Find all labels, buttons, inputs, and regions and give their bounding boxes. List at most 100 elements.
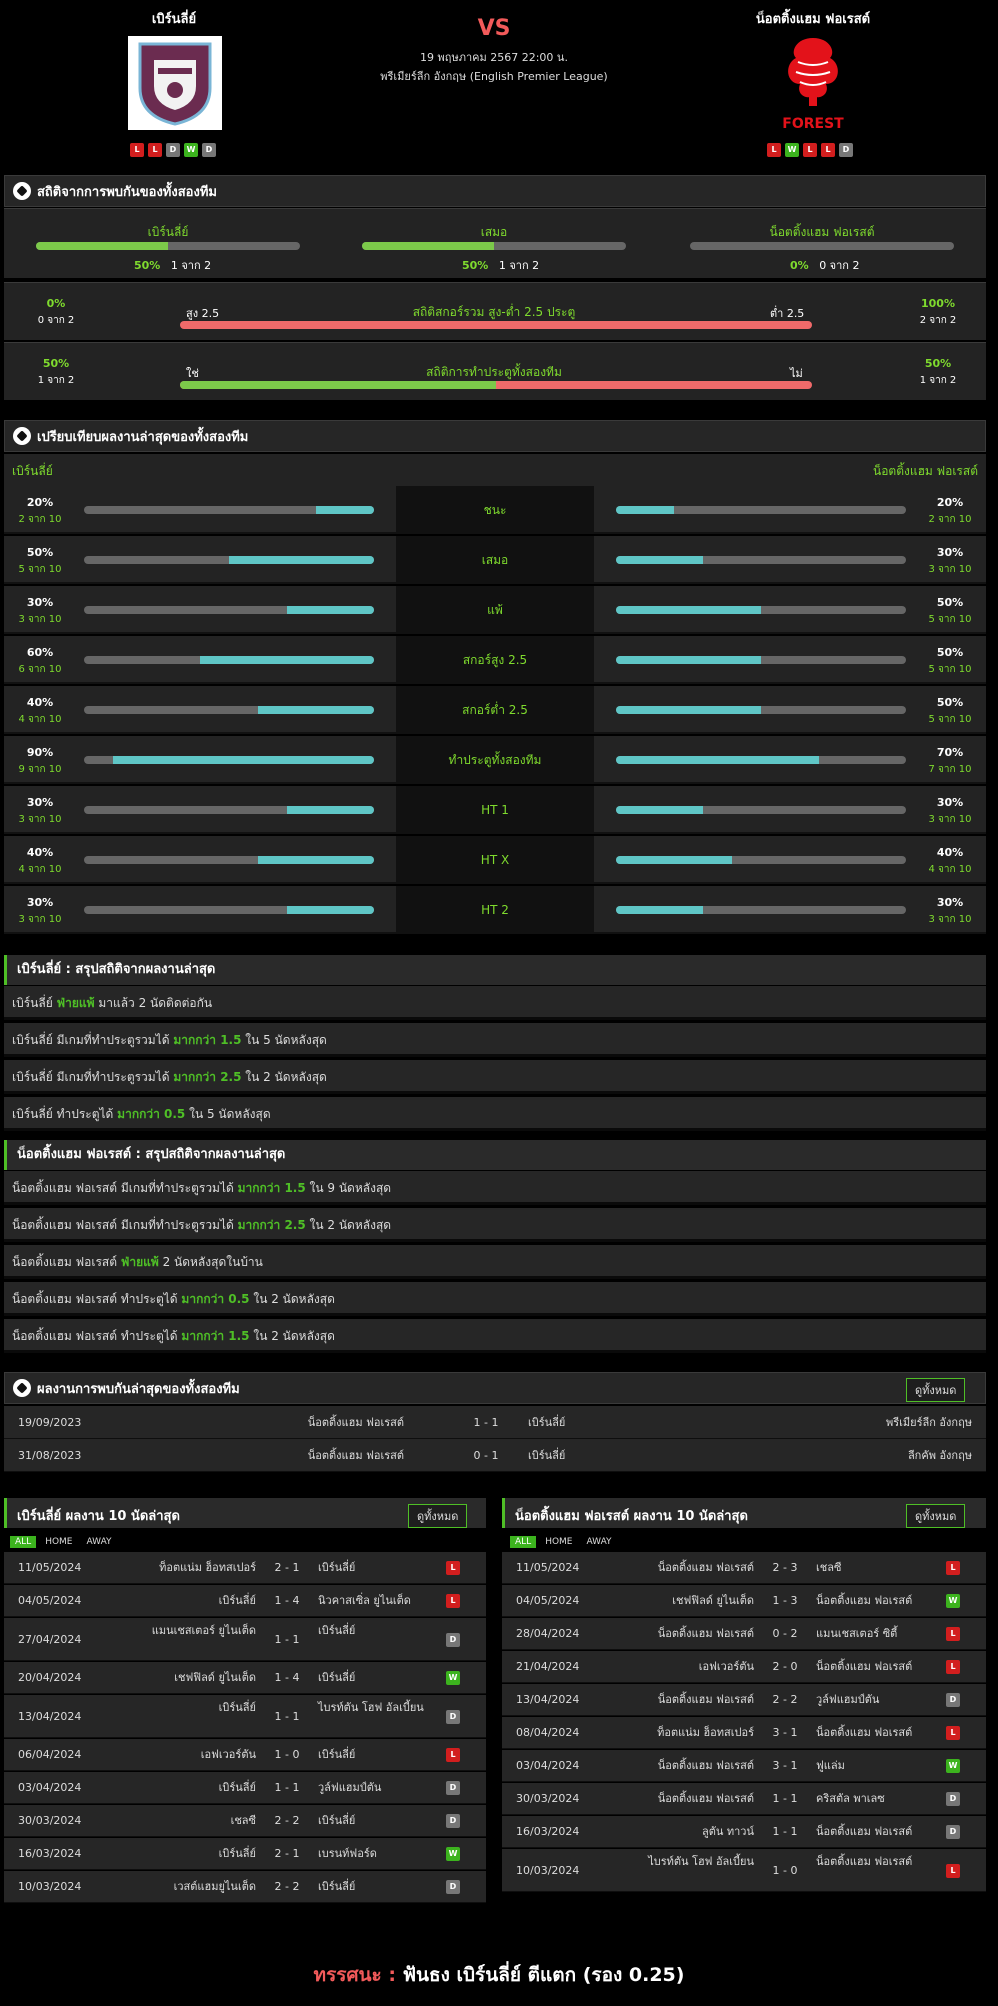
away-bar bbox=[616, 606, 906, 614]
result-badge: L bbox=[946, 1863, 960, 1878]
away-team-name: น็อตติ้งแฮม ฟอเรสต์ bbox=[755, 12, 871, 27]
last10-away-tabs: ALL HOME AWAY bbox=[510, 1536, 617, 1548]
tab-away[interactable]: AWAY bbox=[86, 1537, 112, 1547]
ou-title: สถิติสกอร์รวม สูง-ต่ำ 2.5 ประตู bbox=[412, 305, 576, 319]
summary-text: ใน 2 นัดหลังสุด bbox=[305, 1218, 392, 1232]
match-row: 08/04/2024 ท็อตแน่ม ฮ็อทสเปอร์ 3 - 1 น็อตติ… bbox=[502, 1717, 986, 1749]
h2h-stats-title: สถิติจากการพบกันของทั้งสองทีม bbox=[37, 184, 217, 200]
result-badge: D bbox=[446, 1781, 460, 1795]
tab-home[interactable]: HOME bbox=[45, 1537, 73, 1547]
match-away: ฟูแล่ม bbox=[816, 1759, 845, 1772]
match-away: น็อตติ้งแฮม ฟอเรสต์ bbox=[816, 1855, 913, 1868]
form-badge: D bbox=[166, 143, 180, 157]
match-row: 04/05/2024 เบิร์นลี่ย์ 1 - 4 นิวคาสเซิ่ล ยู… bbox=[4, 1585, 486, 1617]
compare-row: 30% 3 จาก 10 แพ้ 50% 5 จาก 10 bbox=[4, 586, 986, 634]
match-away: น็อตติ้งแฮม ฟอเรสต์ bbox=[816, 1825, 913, 1838]
result-badge: L bbox=[446, 1748, 460, 1762]
ou-left-label: สูง 2.5 bbox=[186, 307, 220, 320]
away-bar bbox=[616, 906, 906, 914]
summary-highlight: มากกว่า 0.5 bbox=[181, 1292, 250, 1306]
match-away: วูล์ฟแฮมป์ตัน bbox=[318, 1781, 382, 1794]
summary-text: ใน 2 นัดหลังสุด bbox=[241, 1070, 327, 1084]
result-badge: D bbox=[446, 1814, 460, 1828]
match-home: น็อตติ้งแฮม ฟอเรสต์ bbox=[657, 1693, 754, 1706]
match-away: น็อตติ้งแฮม ฟอเรสต์ bbox=[816, 1726, 913, 1739]
result-badge: D bbox=[946, 1792, 960, 1806]
away-pct: 40% bbox=[936, 846, 964, 859]
result-badge: W bbox=[946, 1759, 960, 1773]
away-pct: 30% bbox=[936, 896, 964, 909]
home-pct: 20% bbox=[26, 496, 54, 509]
compare-label: HT 1 bbox=[396, 786, 594, 834]
last10-home-view-all-button[interactable]: ดูทั้งหมด bbox=[408, 1504, 468, 1528]
h2h-results-title: ผลงานการพบกันล่าสุดของทั้งสองทีม bbox=[37, 1381, 240, 1397]
h2h-btts-panel: 50% 1 จาก 2 ใช่ สถิติการทำประตูทั้งสองที… bbox=[4, 342, 986, 400]
away-bar bbox=[616, 556, 906, 564]
svg-text:FOREST: FOREST bbox=[782, 116, 844, 132]
match-home: ท็อตแน่ม ฮ็อทสเปอร์ bbox=[657, 1726, 754, 1739]
summary-row: เบิร์นลี่ย์ มีเกมที่ทำประตูรวมได้ มากกว่… bbox=[4, 1060, 986, 1094]
last10-away-view-all-button[interactable]: ดูทั้งหมด bbox=[906, 1504, 966, 1528]
h2h-away-label: น็อตติ้งแฮม ฟอเรสต์ bbox=[769, 225, 875, 239]
compare-label: ชนะ bbox=[396, 486, 594, 534]
home-bar bbox=[84, 656, 374, 664]
tab-away[interactable]: AWAY bbox=[586, 1537, 612, 1547]
match-home: แมนเชสเตอร์ ยูไนเต็ด bbox=[151, 1624, 256, 1637]
match-score: 1 - 0 bbox=[274, 1748, 300, 1761]
home-pct: 30% bbox=[26, 796, 54, 809]
match-score: 1 - 1 bbox=[772, 1792, 798, 1805]
tab-home[interactable]: HOME bbox=[545, 1537, 573, 1547]
match-away: เบิร์นลี่ย์ bbox=[528, 1416, 566, 1429]
summary-highlight: ฟ่ายแพ้ bbox=[120, 1255, 159, 1269]
match-score: 1 - 4 bbox=[274, 1594, 300, 1607]
match-home: น็อตติ้งแฮม ฟอเรสต์ bbox=[307, 1416, 404, 1429]
compare-row: 20% 2 จาก 10 ชนะ 20% 2 จาก 10 bbox=[4, 486, 986, 534]
away-bar bbox=[616, 856, 906, 864]
match-row: 30/03/2024 น็อตติ้งแฮม ฟอเรสต์ 1 - 1 คริสตั… bbox=[502, 1783, 986, 1815]
soccer-ball-icon bbox=[13, 1379, 31, 1397]
match-date: 04/05/2024 bbox=[516, 1594, 580, 1607]
home-bar bbox=[84, 856, 374, 864]
ou-left-sub: 0 จาก 2 bbox=[37, 315, 75, 326]
result-badge: D bbox=[446, 1632, 460, 1647]
match-away: น็อตติ้งแฮม ฟอเรสต์ bbox=[816, 1594, 913, 1607]
away-bar bbox=[616, 706, 906, 714]
tab-all[interactable]: ALL bbox=[510, 1536, 537, 1548]
away-pct: 30% bbox=[936, 796, 964, 809]
h2h-result-row: 19/09/2023 น็อตติ้งแฮม ฟอเรสต์ 1 - 1 เบิร์น… bbox=[4, 1406, 986, 1439]
home-bar bbox=[84, 906, 374, 914]
home-bar-fill bbox=[316, 506, 374, 514]
form-badge: L bbox=[130, 143, 144, 157]
summary-row: น็อตติ้งแฮม ฟอเรสต์ ทำประตูได้ มากกว่า 0… bbox=[4, 1282, 986, 1316]
ou-bar bbox=[180, 321, 812, 329]
home-bar bbox=[84, 806, 374, 814]
summary-text: มาแล้ว 2 นัดติดต่อกัน bbox=[94, 996, 213, 1010]
summary-highlight: ฟ่ายแพ้ bbox=[56, 996, 95, 1010]
home-bar-fill bbox=[229, 556, 374, 564]
home-pct: 50% bbox=[26, 546, 54, 559]
summary-text: ใน 5 นัดหลังสุด bbox=[185, 1107, 271, 1121]
compare-label: HT 2 bbox=[396, 886, 594, 934]
match-date: 21/04/2024 bbox=[516, 1660, 580, 1673]
btts-left-pct: 50% bbox=[42, 357, 70, 370]
match-row: 06/04/2024 เอฟเวอร์ตัน 1 - 0 เบิร์นลี่ย์ L bbox=[4, 1739, 486, 1771]
h2h-home-label: เบิร์นลี่ย์ bbox=[147, 225, 189, 239]
match-score: 1 - 1 bbox=[274, 1781, 300, 1794]
tab-all[interactable]: ALL bbox=[10, 1536, 37, 1548]
match-date: 11/05/2024 bbox=[516, 1561, 580, 1574]
h2h-home-pct: 50% bbox=[134, 259, 161, 272]
h2h-view-all-button[interactable]: ดูทั้งหมด bbox=[906, 1378, 966, 1402]
match-competition: พรีเมียร์ลีก อังกฤษ bbox=[886, 1416, 972, 1429]
summary-text: ใน 9 นัดหลังสุด bbox=[305, 1181, 392, 1195]
home-bar bbox=[84, 756, 374, 764]
home-sub: 2 จาก 10 bbox=[18, 514, 62, 525]
result-badge: L bbox=[946, 1627, 960, 1641]
match-score: 1 - 1 bbox=[473, 1416, 499, 1429]
home-team-logo bbox=[128, 36, 222, 130]
h2h-away-pct: 0% bbox=[790, 259, 809, 272]
match-score: 1 - 3 bbox=[772, 1594, 798, 1607]
result-badge: L bbox=[446, 1561, 460, 1575]
match-away: เบิร์นลี่ย์ bbox=[318, 1748, 356, 1761]
match-date: 13/04/2024 bbox=[516, 1693, 580, 1706]
home-sub: 6 จาก 10 bbox=[18, 664, 62, 675]
